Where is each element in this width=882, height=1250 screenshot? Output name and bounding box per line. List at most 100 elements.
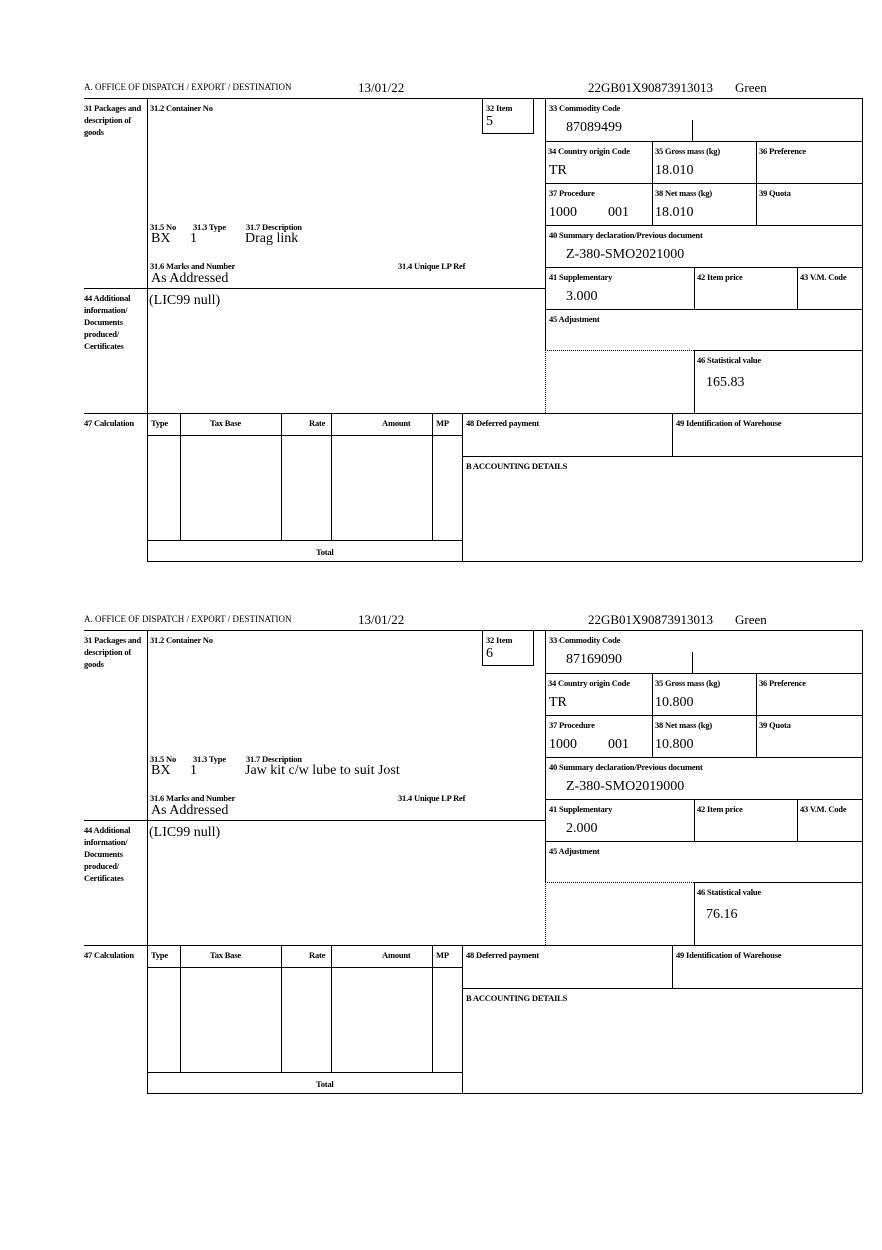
rule-line	[756, 673, 757, 757]
calc-mp-header: MP	[436, 418, 449, 428]
calc-rate-header: Rate	[309, 950, 326, 960]
declaration-item-form: A. OFFICE OF DISPATCH / EXPORT / DESTINA…	[0, 0, 882, 562]
additional-info-label: 44 Additional information/ Documents pro…	[84, 293, 131, 351]
rule-line	[545, 882, 546, 945]
route-colour: Green	[735, 80, 767, 95]
statistical-value: 76.16	[706, 907, 738, 922]
description-label: 31.7 Description	[246, 222, 302, 232]
rule-line	[756, 141, 757, 225]
rule-line	[672, 413, 673, 456]
country-code: TR	[549, 163, 567, 178]
rule-line	[545, 799, 862, 800]
item-number: 5	[486, 114, 493, 129]
rule-line	[147, 435, 462, 436]
item-price-label: 42 Item price	[697, 804, 743, 814]
adjustment-label: 45 Adjustment	[549, 846, 600, 856]
rule-line	[462, 988, 862, 989]
adjustment-label: 45 Adjustment	[549, 314, 600, 324]
rule-line	[545, 141, 862, 142]
summary-label: 40 Summary declaration/Previous document	[549, 230, 703, 240]
marks-label: 31.6 Marks and Number	[150, 793, 236, 803]
calc-type-header: Type	[151, 950, 168, 960]
item-box	[482, 98, 534, 134]
rule-line	[545, 309, 862, 310]
rule-line	[545, 350, 694, 351]
rule-line	[694, 882, 695, 945]
container-label: 31.2 Container No	[150, 103, 213, 113]
warehouse-label: 49 Identification of Warehouse	[676, 418, 782, 428]
rule-line	[462, 413, 463, 561]
calc-rate-header: Rate	[309, 418, 326, 428]
rule-line	[147, 1072, 462, 1073]
packages-label: 31 Packages and description of goods	[84, 103, 141, 137]
calc-total-label: Total	[316, 547, 334, 557]
rule-line	[147, 630, 148, 1093]
office-heading: A. OFFICE OF DISPATCH / EXPORT / DESTINA…	[84, 614, 292, 624]
item-label: 32 Item	[486, 635, 513, 645]
procedure-extension: 001	[608, 205, 629, 220]
rule-line	[545, 841, 862, 842]
declaration-reference: 22GB01X90873913013	[588, 80, 713, 95]
type-label: 31.3 Type	[193, 222, 226, 232]
deferred-payment-label: 48 Deferred payment	[466, 418, 539, 428]
rule-line	[652, 141, 653, 225]
summary-label: 40 Summary declaration/Previous document	[549, 762, 703, 772]
rule-line	[545, 350, 546, 413]
package-count: 1	[190, 231, 197, 246]
rule-line	[462, 945, 463, 1093]
rule-line	[147, 967, 462, 968]
rule-line	[84, 820, 545, 821]
rule-line	[84, 945, 862, 946]
country-label: 34 Country origin Code	[548, 678, 630, 688]
unique-ref-label: 31.4 Unique LP Ref	[398, 261, 466, 271]
commodity-label: 33 Commodity Code	[549, 635, 621, 645]
quota-label: 39 Quota	[759, 720, 791, 730]
gross-mass-label: 35 Gross mass (kg)	[655, 678, 720, 688]
rule-line	[147, 540, 462, 541]
rule-line	[84, 630, 862, 631]
net-mass: 10.800	[655, 737, 694, 752]
calc-mp-header: MP	[436, 950, 449, 960]
commodity-label: 33 Commodity Code	[549, 103, 621, 113]
summary-document: Z-380-SMO2021000	[566, 247, 685, 262]
declaration-date: 13/01/22	[358, 612, 405, 627]
net-mass: 18.010	[655, 205, 694, 220]
rule-line	[652, 673, 653, 757]
rule-line	[432, 413, 433, 540]
additional-info-value: (LIC99 null)	[149, 825, 221, 840]
item-price-label: 42 Item price	[697, 272, 743, 282]
net-mass-label: 38 Net mass (kg)	[655, 188, 713, 198]
marks-value: As Addressed	[151, 803, 229, 818]
rule-line	[180, 413, 181, 540]
route-colour: Green	[735, 612, 767, 627]
office-heading: A. OFFICE OF DISPATCH / EXPORT / DESTINA…	[84, 82, 292, 92]
description-label: 31.7 Description	[246, 754, 302, 764]
rule-line	[462, 456, 862, 457]
packages-label: 31 Packages and description of goods	[84, 635, 141, 669]
accounting-details-label: B ACCOUNTING DETAILS	[466, 461, 568, 471]
rule-line	[545, 98, 546, 350]
rule-line	[797, 799, 798, 841]
rule-line	[797, 267, 798, 309]
rule-line	[694, 882, 862, 883]
procedure-label: 37 Procedure	[549, 188, 595, 198]
container-label: 31.2 Container No	[150, 635, 213, 645]
rule-line	[331, 945, 332, 1072]
no-label: 31.5 No	[150, 754, 176, 764]
rule-line	[84, 413, 862, 414]
item-label: 32 Item	[486, 103, 513, 113]
rule-line	[545, 882, 694, 883]
supplementary-label: 41 Supplementary	[549, 804, 613, 814]
rule-line	[180, 945, 181, 1072]
rule-line	[545, 673, 862, 674]
deferred-payment-label: 48 Deferred payment	[466, 950, 539, 960]
declaration-item-form: A. OFFICE OF DISPATCH / EXPORT / DESTINA…	[0, 532, 882, 1094]
supplementary-units: 3.000	[566, 289, 598, 304]
item-number: 6	[486, 646, 493, 661]
marks-label: 31.6 Marks and Number	[150, 261, 236, 271]
vm-code-label: 43 V.M. Code	[800, 272, 847, 282]
rule-line	[281, 413, 282, 540]
additional-info-value: (LIC99 null)	[149, 293, 221, 308]
package-kind: BX	[151, 231, 171, 246]
